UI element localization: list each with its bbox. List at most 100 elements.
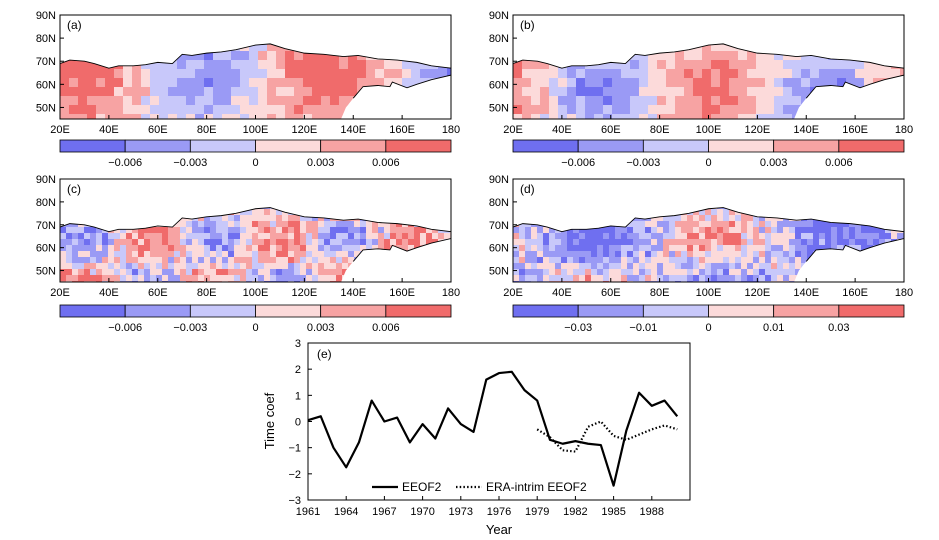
colorbar-label: −0.006 <box>561 157 595 169</box>
lon-tick-label: 140E <box>340 287 366 299</box>
lat-tick-label: 50N <box>36 102 56 114</box>
panel-label-d: (d) <box>520 182 535 196</box>
colorbar-label: 0.006 <box>825 157 853 169</box>
lon-tick-label: 80E <box>650 124 670 136</box>
lon-tick-label: 40E <box>99 287 119 299</box>
colorbar-label: 0 <box>252 322 258 334</box>
colorbar-swatch <box>577 139 644 153</box>
lat-tick-label: 90N <box>36 174 56 186</box>
colorbar-label: −0.006 <box>108 157 142 169</box>
x-tick-label: 1961 <box>296 506 320 518</box>
lon-tick-label: 100E <box>696 124 722 136</box>
lat-tick-label: 60N <box>36 79 56 91</box>
panel-label-e: (e) <box>317 347 332 361</box>
lat-tick-label: 60N <box>36 243 56 255</box>
colorbar-label: −0.003 <box>173 322 207 334</box>
anomaly-field <box>513 207 904 282</box>
y-tick-label: 1 <box>295 390 301 402</box>
colorbar-swatch <box>708 304 775 318</box>
colorbar-swatch <box>838 304 905 318</box>
map-panel-a: (a) 20E 40E 60E 80E 100E 120E 140E 160E 180 90N 80N… <box>36 10 460 136</box>
x-tick-label: 1973 <box>449 506 473 518</box>
y-axis-label: Time coef <box>262 392 277 449</box>
y-tick-label: 3 <box>295 338 301 350</box>
lon-tick-label: 20E <box>50 124 70 136</box>
map-panel-d: (d) 20E 40E 60E 80E 100E 120E 140E 160E 180 90N 80N… <box>489 174 913 299</box>
anomaly-field <box>60 43 451 120</box>
coastline <box>512 207 905 262</box>
colorbar-swatch <box>385 304 452 318</box>
lat-tick-label: 50N <box>36 266 56 278</box>
lat-tick-label: 50N <box>489 266 509 278</box>
lon-tick-label: 60E <box>601 287 621 299</box>
lat-tick-label: 80N <box>36 197 56 209</box>
colorbar-label: 0 <box>705 322 711 334</box>
colorbar-label: −0.03 <box>564 322 592 334</box>
lon-tick-label: 40E <box>552 124 572 136</box>
series-line-era-interim <box>536 420 678 453</box>
colorbar-c: −0.006 −0.003 0 0.003 0.006 <box>59 304 452 334</box>
map-panel-c: (c) 20E 40E 60E 80E 100E 120E 140E 160E 180 90N 80N… <box>36 174 460 299</box>
lon-tick-label: 160E <box>389 287 415 299</box>
colorbar-swatch <box>773 304 840 318</box>
lat-tick-label: 60N <box>489 243 509 255</box>
time-series-panel: (e) Year Time coef 1961 1964 1967 1970 1973 1… <box>262 338 691 537</box>
colorbar-swatch <box>320 304 387 318</box>
colorbar-label: 0.003 <box>760 157 788 169</box>
lon-tick-label: 80E <box>650 287 670 299</box>
lon-tick-label: 120E <box>745 287 771 299</box>
legend-label-eeof2: EEOF2 <box>402 480 442 494</box>
lat-tick-label: 60N <box>489 79 509 91</box>
x-tick-label: 1970 <box>410 506 434 518</box>
colorbar-swatch <box>124 304 191 318</box>
lon-tick-label: 180 <box>442 124 460 136</box>
y-tick-label: −3 <box>288 495 301 507</box>
colorbar-swatch <box>124 139 191 153</box>
colorbar-swatch <box>255 304 322 318</box>
lon-tick-label: 40E <box>552 287 572 299</box>
lat-tick-label: 90N <box>489 10 509 22</box>
lat-tick-label: 70N <box>489 220 509 232</box>
lat-tick-label: 70N <box>36 56 56 68</box>
x-tick-label: 1985 <box>601 506 625 518</box>
colorbar-swatch <box>838 139 905 153</box>
lon-tick-label: 80E <box>197 124 217 136</box>
lon-tick-label: 100E <box>696 287 722 299</box>
lon-tick-label: 180 <box>895 287 913 299</box>
colorbar-label: 0.006 <box>372 157 400 169</box>
lat-tick-label: 50N <box>489 102 509 114</box>
lon-tick-label: 60E <box>148 287 168 299</box>
coastline <box>512 43 905 99</box>
lon-tick-label: 160E <box>389 124 415 136</box>
panel-label-b: (b) <box>520 18 535 32</box>
lat-tick-label: 70N <box>489 56 509 68</box>
lon-tick-label: 40E <box>99 124 119 136</box>
lat-tick-label: 90N <box>489 174 509 186</box>
colorbar-label: −0.006 <box>108 322 142 334</box>
x-tick-label: 1979 <box>525 506 549 518</box>
x-tick-label: 1988 <box>640 506 664 518</box>
y-tick-label: 0 <box>295 417 301 429</box>
legend-label-era: ERA-intrim EEOF2 <box>486 480 587 494</box>
colorbar-swatch <box>59 304 126 318</box>
y-tick-label: −2 <box>288 469 301 481</box>
colorbar-b: −0.006 −0.003 0 0.003 0.006 <box>512 139 905 169</box>
colorbar-swatch <box>189 139 256 153</box>
lat-tick-label: 80N <box>489 33 509 45</box>
lon-tick-label: 20E <box>503 124 523 136</box>
colorbar-swatch <box>512 139 579 153</box>
axis-ticks: 1961 1964 1967 1970 1973 1976 1979 1982 1985 1988… <box>288 338 664 518</box>
lat-tick-label: 80N <box>489 197 509 209</box>
coastline <box>59 207 452 262</box>
lon-tick-label: 180 <box>442 287 460 299</box>
colorbar-label: 0 <box>705 157 711 169</box>
panel-label-a: (a) <box>67 18 82 32</box>
lon-tick-label: 120E <box>292 124 318 136</box>
colorbar-swatch <box>773 139 840 153</box>
lon-tick-label: 80E <box>197 287 217 299</box>
colorbar-label: 0.03 <box>828 322 849 334</box>
colorbar-label: 0 <box>252 157 258 169</box>
x-axis-label: Year <box>486 522 513 537</box>
colorbar-a: −0.006 −0.003 0 0.003 0.006 <box>59 139 452 169</box>
